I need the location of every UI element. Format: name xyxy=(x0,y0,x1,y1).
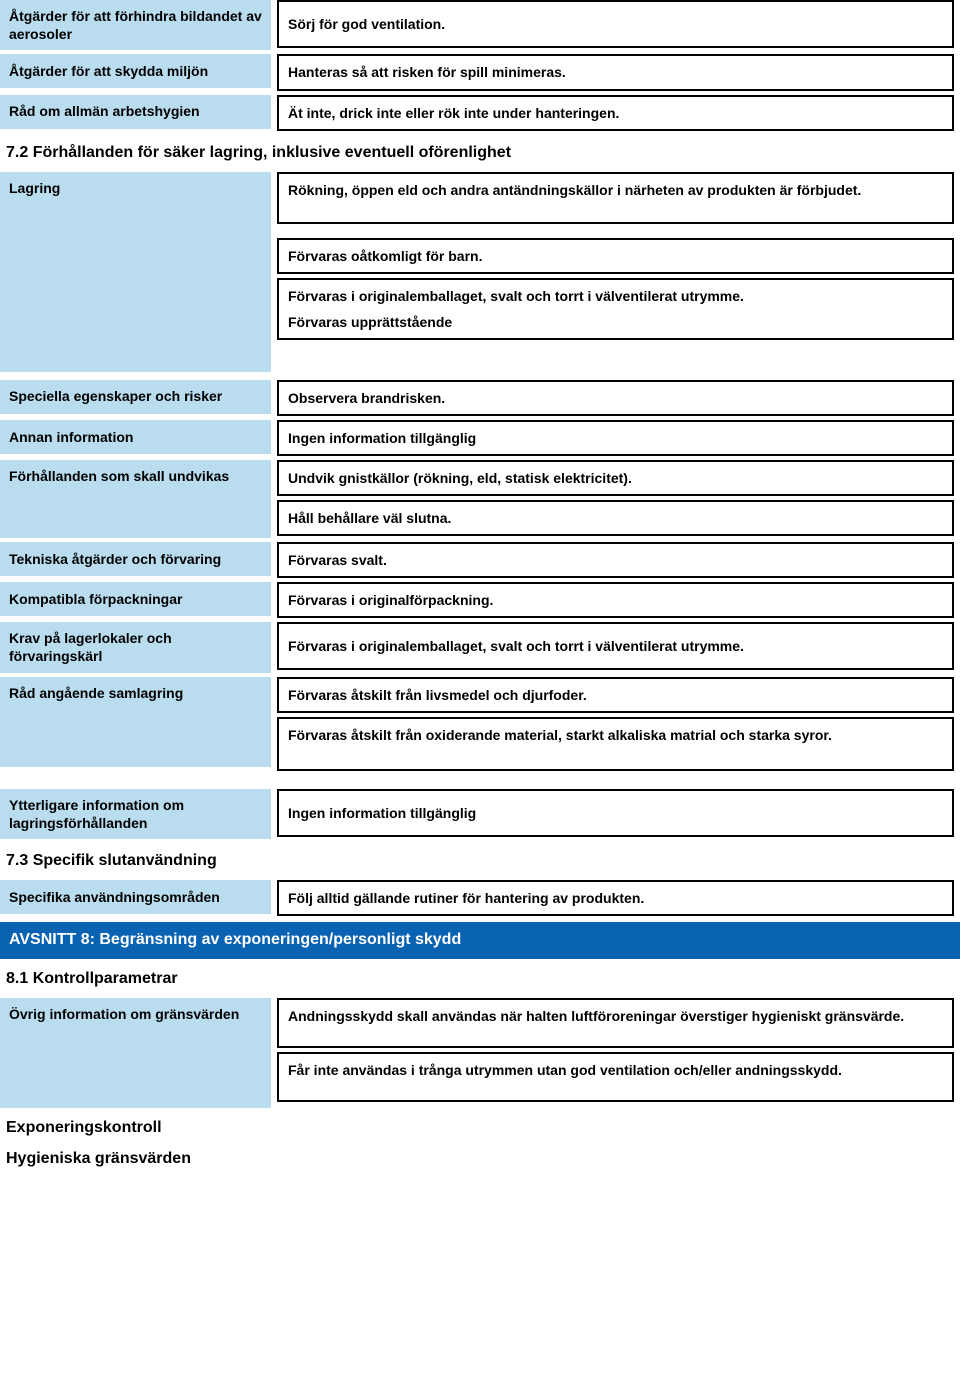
row-co-storage: Råd angående samlagring Förvaras åtskilt… xyxy=(0,677,960,775)
value-further-storage: Ingen information tillgänglig xyxy=(277,789,954,837)
value-workhygiene: Ät inte, drick inte eller rök inte under… xyxy=(277,95,954,131)
label-limit-info: Övrig information om gränsvärden xyxy=(0,998,271,1108)
label-other-info: Annan information xyxy=(0,420,271,454)
value-specific-use: Följ alltid gällande rutiner för hanteri… xyxy=(277,880,954,916)
row-other-info: Annan information Ingen information till… xyxy=(0,420,960,460)
label-aerosol: Åtgärder för att förhindra bildandet av … xyxy=(0,0,271,50)
section-8-header: AVSNITT 8: Begränsning av exponeringen/p… xyxy=(0,922,960,959)
row-lagring: Lagring Rökning, öppen eld och andra ant… xyxy=(0,172,960,376)
label-avoid-conditions: Förhållanden som skall undvikas xyxy=(0,460,271,538)
row-storage-req: Krav på lagerlokaler och förvaringskärl … xyxy=(0,622,960,676)
row-special-risks: Speciella egenskaper och risker Observer… xyxy=(0,380,960,420)
value-compatible: Förvaras i originalförpackning. xyxy=(277,582,954,618)
row-compatible-packaging: Kompatibla förpackningar Förvaras i orig… xyxy=(0,582,960,622)
value-special-risks: Observera brandrisken. xyxy=(277,380,954,416)
value-lagring-1: Rökning, öppen eld och andra antändnings… xyxy=(277,172,954,224)
value-environment: Hanteras så att risken för spill minimer… xyxy=(277,54,954,90)
label-lagring: Lagring xyxy=(0,172,271,372)
label-technical: Tekniska åtgärder och förvaring xyxy=(0,542,271,576)
label-co-storage: Råd angående samlagring xyxy=(0,677,271,767)
subheading-8-1: 8.1 Kontrollparametrar xyxy=(0,961,960,998)
row-specific-use: Specifika användningsområden Följ alltid… xyxy=(0,880,960,920)
label-special-risks: Speciella egenskaper och risker xyxy=(0,380,271,414)
value-costorage-2: Förvaras åtskilt från oxiderande materia… xyxy=(277,717,954,771)
value-limit-2: Får inte användas i trånga utrymmen utan… xyxy=(277,1052,954,1102)
value-avoid-2: Håll behållare väl slutna. xyxy=(277,500,954,536)
value-lagring-4-text: Förvaras upprättstående xyxy=(288,313,943,331)
value-lagring-3-text: Förvaras i originalemballaget, svalt och… xyxy=(288,287,943,305)
row-workhygiene: Råd om allmän arbetshygien Ät inte, dric… xyxy=(0,95,960,135)
value-lagring-2: Förvaras oåtkomligt för barn. xyxy=(277,238,954,274)
value-limit-1: Andningsskydd skall användas när halten … xyxy=(277,998,954,1048)
value-costorage-1: Förvaras åtskilt från livsmedel och djur… xyxy=(277,677,954,713)
row-further-storage-info: Ytterligare information om lagringsförhå… xyxy=(0,789,960,843)
label-specific-use: Specifika användningsområden xyxy=(0,880,271,914)
label-storage-req: Krav på lagerlokaler och förvaringskärl xyxy=(0,622,271,672)
row-aerosol: Åtgärder för att förhindra bildandet av … xyxy=(0,0,960,54)
row-environment: Åtgärder för att skydda miljön Hanteras … xyxy=(0,54,960,94)
subheading-7-2: 7.2 Förhållanden för säker lagring, inkl… xyxy=(0,135,960,172)
value-aerosol: Sörj för god ventilation. xyxy=(277,0,954,48)
value-storage-req: Förvaras i originalemballaget, svalt och… xyxy=(277,622,954,670)
row-avoid-conditions: Förhållanden som skall undvikas Undvik g… xyxy=(0,460,960,542)
heading-exposure-control: Exponeringskontroll xyxy=(0,1112,960,1143)
value-technical: Förvaras svalt. xyxy=(277,542,954,578)
label-further-storage: Ytterligare information om lagringsförhå… xyxy=(0,789,271,839)
row-technical-measures: Tekniska åtgärder och förvaring Förvaras… xyxy=(0,542,960,582)
heading-hygienic-limits: Hygieniska gränsvärden xyxy=(0,1143,960,1174)
row-limit-info: Övrig information om gränsvärden Andning… xyxy=(0,998,960,1112)
label-workhygiene: Råd om allmän arbetshygien xyxy=(0,95,271,129)
label-environment: Åtgärder för att skydda miljön xyxy=(0,54,271,88)
value-other-info: Ingen information tillgänglig xyxy=(277,420,954,456)
value-lagring-3: Förvaras i originalemballaget, svalt och… xyxy=(277,278,954,340)
label-compatible: Kompatibla förpackningar xyxy=(0,582,271,616)
value-avoid-1: Undvik gnistkällor (rökning, eld, statis… xyxy=(277,460,954,496)
subheading-7-3: 7.3 Specifik slutanvändning xyxy=(0,843,960,880)
